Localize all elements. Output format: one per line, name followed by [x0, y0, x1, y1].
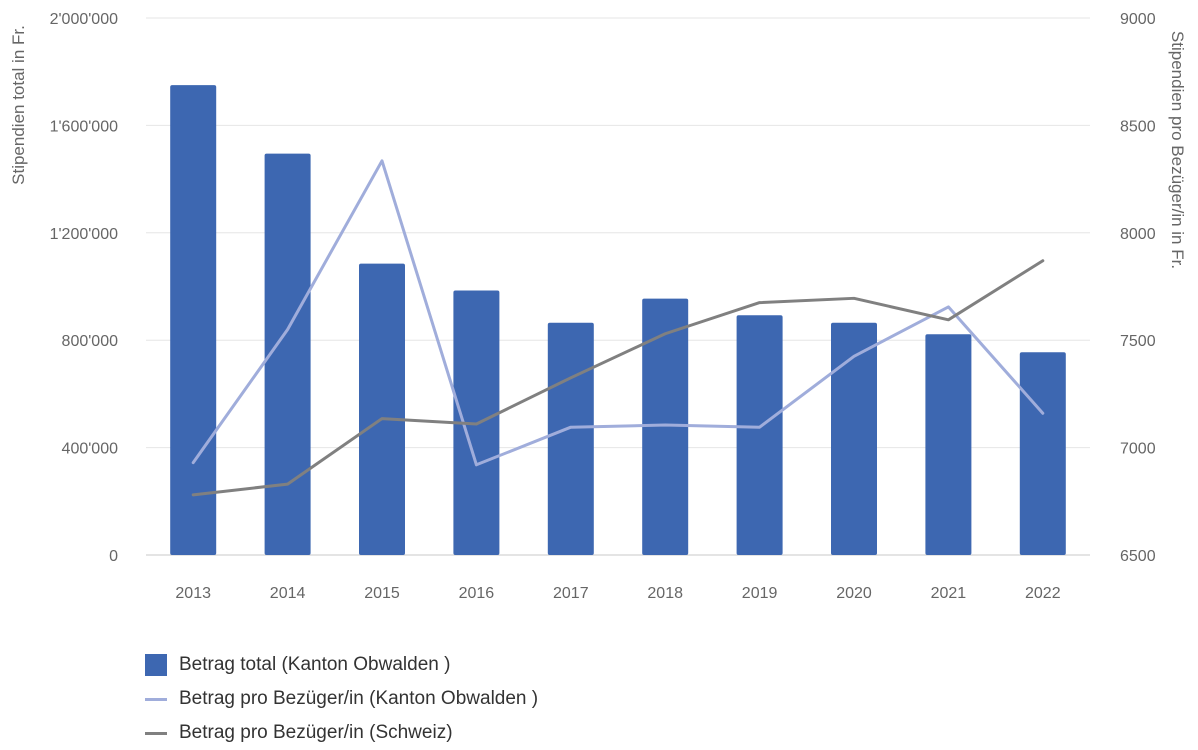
legend-label: Betrag pro Bezüger/in (Kanton Obwalden ): [179, 688, 539, 709]
left-tick-label: 400'000: [62, 441, 119, 458]
legend-label: Betrag pro Bezüger/in (Schweiz): [179, 722, 453, 743]
right-tick-label: 8000: [1120, 226, 1156, 243]
series-line: [191, 159, 1045, 467]
x-axis-ticks: 2013 2014 2015 2016 2017 2018 2019 2020 2021 2022: [175, 585, 1060, 602]
bar: [264, 153, 311, 555]
x-tick-label: 2014: [270, 585, 306, 602]
bar: [642, 298, 689, 555]
x-tick-label: 2020: [836, 585, 872, 602]
x-tick-label: 2022: [1025, 585, 1061, 602]
line-series: [191, 159, 1045, 497]
series-line: [191, 259, 1045, 497]
right-tick-label: 7000: [1120, 441, 1156, 458]
bar: [1019, 352, 1066, 555]
legend-label: Betrag total (Kanton Obwalden ): [179, 654, 451, 675]
legend-item-schweiz-per-person[interactable]: Betrag pro Bezüger/in (Schweiz): [145, 716, 538, 750]
x-tick-label: 2021: [931, 585, 967, 602]
legend-swatch-line: [145, 697, 167, 701]
x-tick-label: 2015: [364, 585, 400, 602]
bar: [359, 263, 405, 555]
x-tick-label: 2017: [553, 585, 589, 602]
left-tick-label: 2'000'000: [50, 11, 119, 28]
combo-chart: 2013 2014 2015 2016 2017 2018 2019 2020 2021 2022…: [9, 11, 1187, 602]
left-tick-label: 1'600'000: [50, 118, 119, 135]
legend-item-obwalden-per-person[interactable]: Betrag pro Bezüger/in (Kanton Obwalden ): [145, 682, 538, 716]
legend-swatch-bar: [145, 654, 167, 676]
bar: [831, 322, 877, 555]
legend-swatch-line: [145, 731, 167, 735]
left-tick-label: 800'000: [62, 333, 119, 350]
x-tick-label: 2019: [742, 585, 778, 602]
left-tick-label: 1'200'000: [50, 226, 119, 243]
x-tick-label: 2013: [175, 585, 211, 602]
x-tick-label: 2016: [459, 585, 495, 602]
bar: [736, 315, 783, 555]
legend-item-betrag-total[interactable]: Betrag total (Kanton Obwalden ): [145, 648, 538, 682]
right-axis-ticks: 6500 7000 7500 8000 8500 9000: [1120, 11, 1156, 565]
bar: [925, 334, 972, 555]
left-tick-label: 0: [109, 548, 118, 565]
left-axis-ticks: 0 400'000 800'000 1'200'000 1'600'000 2'000'0…: [50, 11, 119, 565]
legend: Betrag total (Kanton Obwalden ) Betrag p…: [145, 648, 538, 750]
right-tick-label: 9000: [1120, 11, 1156, 28]
bar: [170, 85, 217, 555]
bar-series: [170, 85, 1066, 555]
left-axis-title: Stipendien total in Fr.: [9, 25, 28, 185]
right-tick-label: 8500: [1120, 118, 1156, 135]
right-axis-title: Stipendien pro Bezüger/in in Fr.: [1168, 31, 1187, 269]
right-tick-label: 6500: [1120, 548, 1156, 565]
bar: [547, 322, 594, 555]
right-tick-label: 7500: [1120, 333, 1156, 350]
x-tick-label: 2018: [647, 585, 683, 602]
